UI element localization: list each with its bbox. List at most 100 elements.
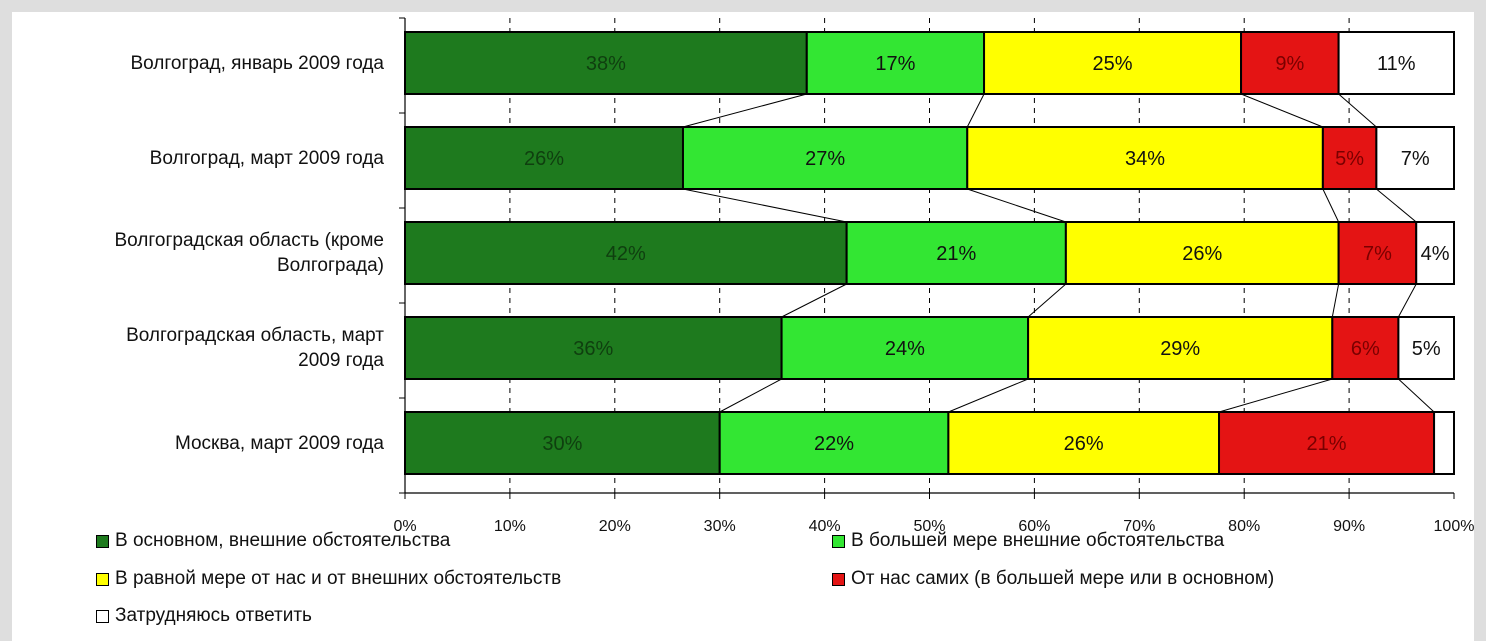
data-label: 6% <box>1351 338 1380 360</box>
legend-label: В большей мере внешние обстоятельства <box>851 530 1225 551</box>
bar-segment <box>1433 411 1455 475</box>
category-label-line: Волгоградская область (кроме <box>114 230 384 251</box>
data-label: 21% <box>1307 433 1347 455</box>
x-tick-label: 70% <box>1123 518 1155 535</box>
x-tick-label: 30% <box>704 518 736 535</box>
data-label: 11% <box>1377 53 1416 75</box>
bar-segment <box>780 316 1030 380</box>
series-connector-line <box>1376 188 1417 223</box>
series-connector-line <box>1322 188 1340 223</box>
data-label: 17% <box>875 53 915 75</box>
bar-segment <box>1375 126 1456 190</box>
legend-item: От нас самих (в большей мере или в основ… <box>832 568 1274 590</box>
x-tick-label: 10% <box>494 518 526 535</box>
legend-label: В основном, внешние обстоятельства <box>115 530 451 551</box>
legend-swatch <box>96 572 109 586</box>
series-connector-line <box>967 188 1067 223</box>
x-tick-label: 60% <box>1018 518 1050 535</box>
data-label: 21% <box>936 243 976 265</box>
series-connector-line <box>1218 378 1333 413</box>
series-connector-line <box>948 378 1029 413</box>
series-connector-line <box>1398 378 1435 413</box>
x-tick-label: 40% <box>809 518 841 535</box>
data-label: 27% <box>805 148 845 170</box>
category-label-line: Волгоград, март 2009 года <box>149 147 384 169</box>
legend-item: В основном, внешние обстоятельства <box>96 530 450 552</box>
bar-segment <box>1331 316 1400 380</box>
legend-swatch <box>96 534 109 548</box>
bar-segment <box>1321 126 1378 190</box>
series-connector-line <box>1338 93 1377 128</box>
series-connector-line <box>1331 283 1340 318</box>
legend-swatch <box>832 534 845 548</box>
bar-segment <box>1064 221 1340 285</box>
series-connector-line <box>1027 283 1067 318</box>
series-connector-line <box>781 283 847 318</box>
bar-segment <box>404 221 848 285</box>
x-tick-label: 20% <box>599 518 631 535</box>
bar-segment <box>404 31 808 95</box>
data-label: 7% <box>1363 243 1392 265</box>
category-label-line: Волгограда) <box>276 255 384 276</box>
bar-segment <box>404 411 721 475</box>
data-label: 4% <box>1421 243 1450 265</box>
category-label-line: Волгоград, январь 2009 года <box>130 52 384 74</box>
data-label: 36% <box>573 338 613 360</box>
data-label: 26% <box>524 148 564 170</box>
data-label: 42% <box>606 243 646 265</box>
data-label: 26% <box>1182 243 1222 265</box>
x-tick-label: 80% <box>1228 518 1260 535</box>
legend-item: В равной мере от нас и от внешних обстоя… <box>96 568 561 590</box>
stacked-bar-chart: 0% 10% 20% 30% 40% 50% 60% 70% 80% 90% 100% 38% 17% 2… <box>393 17 1474 535</box>
category-label: Волгоградская область (кроме Волгограда) <box>12 228 384 278</box>
category-label-line: Москва, март 2009 года <box>174 432 384 454</box>
bar-segment <box>404 316 783 380</box>
data-label: 22% <box>814 433 854 455</box>
bar-segment <box>404 126 684 190</box>
category-label: Волгоград, январь 2009 года <box>12 51 384 76</box>
data-label: 5% <box>1335 148 1364 170</box>
legend-label: В равной мере от нас и от внешних обстоя… <box>115 568 562 589</box>
data-label: 38% <box>586 53 626 75</box>
data-label: 7% <box>1401 148 1430 170</box>
category-label: Волгоградская область, март 2009 года <box>12 323 384 373</box>
data-label: 30% <box>542 433 582 455</box>
data-label: 25% <box>1093 53 1133 75</box>
category-label: Москва, март 2009 года <box>12 431 384 456</box>
bar-segment <box>681 126 969 190</box>
legend-item: В большей мере внешние обстоятельства <box>832 530 1224 552</box>
bar-segment <box>966 126 1324 190</box>
bar-segment <box>1415 221 1455 285</box>
series-connector-line <box>682 93 807 128</box>
bar-segment <box>1337 221 1418 285</box>
legend-swatch <box>832 572 845 586</box>
bar-segment <box>1240 31 1340 95</box>
series-connector-line <box>719 378 782 413</box>
x-tick-label: 50% <box>913 518 945 535</box>
bar-segment <box>1027 316 1334 380</box>
series-connector-line <box>966 93 985 128</box>
bar-segment <box>718 411 950 475</box>
category-label-line: Волгоградская область, март <box>126 325 384 346</box>
legend-label: Затрудняюсь ответить <box>115 605 312 626</box>
data-label: 5% <box>1412 338 1441 360</box>
x-tick-label: 100% <box>1434 518 1474 535</box>
bar-segment <box>947 411 1221 475</box>
bar-segment <box>805 31 986 95</box>
bar-segment <box>1397 316 1455 380</box>
category-label-line: 2009 года <box>298 350 384 371</box>
bar-segment <box>1337 31 1455 95</box>
bar-segment <box>845 221 1067 285</box>
x-tick-label: 90% <box>1333 518 1365 535</box>
data-label: 24% <box>885 338 925 360</box>
legend-item: Затрудняюсь ответить <box>96 605 312 627</box>
x-tick-label: 0% <box>393 518 416 535</box>
bar-segment <box>1218 411 1436 475</box>
data-label: 34% <box>1125 148 1165 170</box>
series-connector-line <box>682 188 847 223</box>
series-connector-line <box>1397 283 1417 318</box>
data-label: 9% <box>1275 53 1304 75</box>
series-connector-line <box>1240 93 1324 128</box>
legend-swatch <box>96 609 109 623</box>
data-label: 29% <box>1160 338 1200 360</box>
